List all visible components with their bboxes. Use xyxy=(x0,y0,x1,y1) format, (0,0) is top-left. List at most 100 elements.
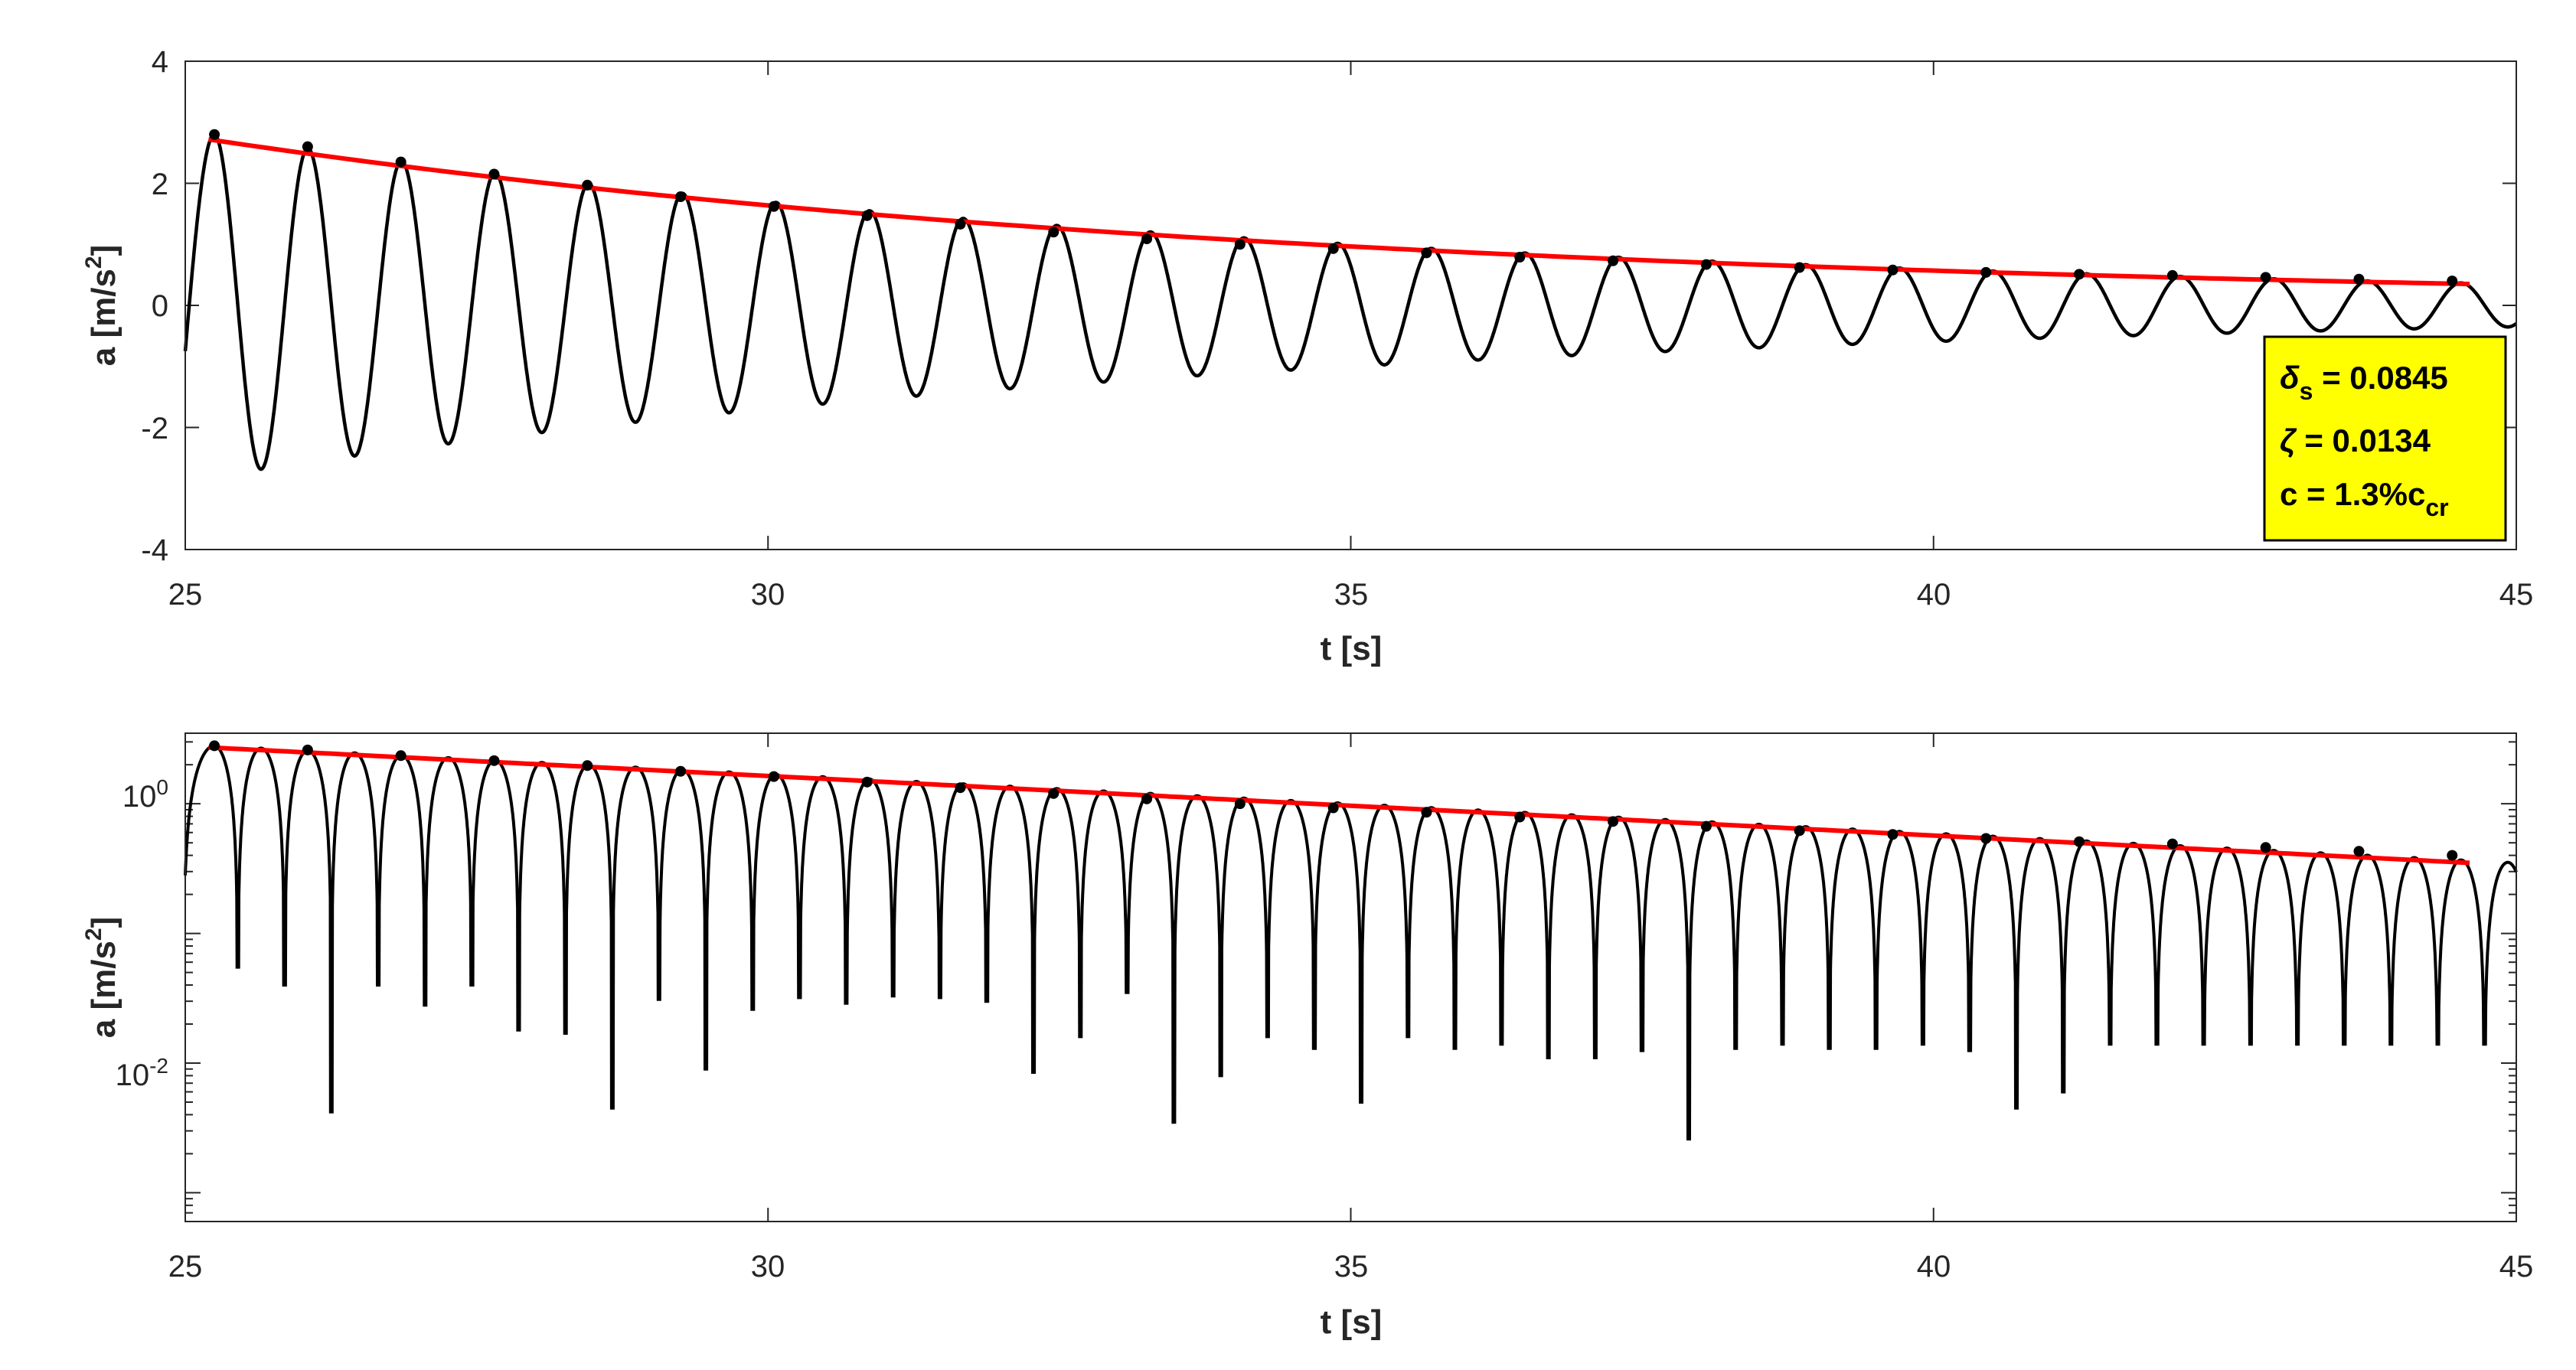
bottom-peak-point-7 xyxy=(861,776,873,788)
bottom-y-axis-label-sup: 2 xyxy=(81,928,106,941)
ytick-1e0-exp: 0 xyxy=(156,775,168,799)
bottom-xtick-label-3: 40 xyxy=(1917,1250,1951,1284)
bottom-xtick-label-0: 25 xyxy=(168,1250,203,1284)
bottom-peak-point-16 xyxy=(1700,820,1712,832)
c-subscript: cr xyxy=(2425,494,2448,521)
top-peak-point-3 xyxy=(488,168,500,180)
top-ytick-label-1: -2 xyxy=(141,412,168,445)
ytick-1e-2-exp: -2 xyxy=(149,1054,168,1078)
bottom-peak-point-2 xyxy=(395,750,406,762)
top-ytick-label-0: -4 xyxy=(141,533,168,567)
top-ytick-label-3: 2 xyxy=(152,168,168,201)
bottom-peak-point-10 xyxy=(1141,793,1153,804)
bottom-y-axis-label-end: ] xyxy=(85,917,122,928)
top-peak-point-0 xyxy=(209,129,220,140)
bottom-plot-area xyxy=(185,733,2516,1222)
top-peak-point-17 xyxy=(1794,262,1805,273)
top-peak-point-6 xyxy=(768,201,779,212)
top-ytick-label-4: 4 xyxy=(152,45,168,79)
top-peak-point-16 xyxy=(1700,259,1712,270)
top-peak-point-14 xyxy=(1514,251,1526,263)
bottom-peak-point-1 xyxy=(302,744,313,755)
bottom-peak-point-13 xyxy=(1421,807,1432,818)
ytick-1e0-base: 10 xyxy=(122,780,157,814)
top-x-axis-label: t [s] xyxy=(1321,630,1383,667)
top-peak-point-22 xyxy=(2260,272,2271,283)
top-plot-area xyxy=(185,61,2516,550)
bottom-peak-point-12 xyxy=(1327,802,1339,814)
bottom-peak-point-17 xyxy=(1794,825,1805,837)
top-peak-point-13 xyxy=(1421,247,1432,259)
top-y-axis-label-main: a [m/s xyxy=(85,269,122,366)
bottom-ytick-label-1: 10-2 xyxy=(116,1054,168,1092)
bottom-peak-point-22 xyxy=(2260,842,2271,853)
bottom-y-axis-label: a [m/s2] xyxy=(81,917,122,1039)
bottom-xtick-label-1: 30 xyxy=(751,1250,785,1284)
top-peak-point-12 xyxy=(1327,243,1339,254)
bottom-peak-point-9 xyxy=(1048,788,1059,799)
bottom-peak-point-4 xyxy=(582,760,593,771)
top-peak-point-18 xyxy=(1887,264,1899,276)
bottom-peaks-layer xyxy=(209,740,2458,861)
top-peak-point-2 xyxy=(395,156,406,168)
bottom-peak-point-18 xyxy=(1887,829,1899,840)
top-peak-point-1 xyxy=(302,141,313,152)
top-xtick-label-1: 30 xyxy=(751,578,785,612)
annotation-background xyxy=(2263,335,2507,542)
annotation-line-zeta: ζ = 0.0134 xyxy=(2280,422,2431,458)
top-ytick-label-2: 0 xyxy=(152,289,168,323)
top-y-axis-label-end: ] xyxy=(85,245,122,256)
bottom-peak-point-14 xyxy=(1514,811,1526,823)
top-peak-point-21 xyxy=(2166,269,2178,281)
bottom-peak-point-3 xyxy=(488,755,500,766)
top-peak-point-24 xyxy=(2447,276,2458,287)
top-peak-point-19 xyxy=(1980,266,1992,278)
top-peak-point-7 xyxy=(861,210,873,221)
delta-symbol: δ xyxy=(2280,360,2300,396)
bottom-axes-box xyxy=(184,732,2517,1222)
bottom-peak-point-15 xyxy=(1608,816,1619,827)
top-y-axis-label-sup: 2 xyxy=(81,256,106,269)
top-xtick-label-0: 25 xyxy=(168,578,203,612)
bottom-peak-point-23 xyxy=(2353,846,2365,857)
annotation-line-c: c = 1.3%ccr xyxy=(2280,476,2449,521)
bottom-peak-point-6 xyxy=(768,771,779,782)
top-peaks-layer xyxy=(209,129,2458,287)
top-signal-line xyxy=(183,132,2518,471)
bottom-xtick-label-2: 35 xyxy=(1334,1250,1369,1284)
bottom-y-axis-label-main: a [m/s xyxy=(85,941,122,1038)
bottom-peak-point-19 xyxy=(1980,833,1992,844)
zeta-symbol: ζ xyxy=(2280,422,2297,458)
damping-annotation-box: δs = 0.0845 ζ = 0.0134 c = 1.3%ccr xyxy=(2263,335,2507,542)
bottom-peak-point-0 xyxy=(209,740,220,752)
bottom-peak-point-20 xyxy=(2074,836,2085,847)
top-peak-point-9 xyxy=(1048,227,1059,238)
bottom-peak-point-21 xyxy=(2166,838,2178,850)
bottom-peak-point-8 xyxy=(955,782,966,794)
bottom-peak-point-5 xyxy=(675,765,687,777)
delta-subscript: s xyxy=(2300,377,2313,405)
top-chart: 25 30 35 40 45 -4 -2 0 2 4 t [s] a [m/s2… xyxy=(81,45,2533,667)
top-peak-point-11 xyxy=(1234,239,1246,250)
top-peak-point-10 xyxy=(1141,233,1153,245)
top-axes-box xyxy=(184,60,2517,550)
bottom-ytick-label-0: 100 xyxy=(122,775,168,814)
top-peak-point-15 xyxy=(1608,255,1619,266)
top-xtick-label-3: 40 xyxy=(1917,578,1951,612)
top-y-axis-label: a [m/s2] xyxy=(81,245,122,367)
bottom-chart: 25 30 35 40 45 100 10-2 t [s] a [m/s2] xyxy=(81,732,2534,1341)
top-peak-point-20 xyxy=(2074,269,2085,280)
top-peak-point-8 xyxy=(955,218,966,230)
bottom-x-axis-label: t [s] xyxy=(1321,1303,1383,1341)
bottom-xtick-label-4: 45 xyxy=(2499,1250,2534,1284)
top-peak-point-4 xyxy=(582,179,593,191)
zeta-value: = 0.0134 xyxy=(2296,422,2431,458)
delta-value: = 0.0845 xyxy=(2313,360,2447,396)
annotation-line-delta: δs = 0.0845 xyxy=(2280,360,2448,405)
c-text: c = 1.3%c xyxy=(2280,476,2425,512)
bottom-peak-point-24 xyxy=(2447,850,2458,861)
top-peak-point-5 xyxy=(675,191,687,203)
bottom-peak-point-11 xyxy=(1234,798,1246,810)
top-signal-layer xyxy=(183,132,2518,471)
